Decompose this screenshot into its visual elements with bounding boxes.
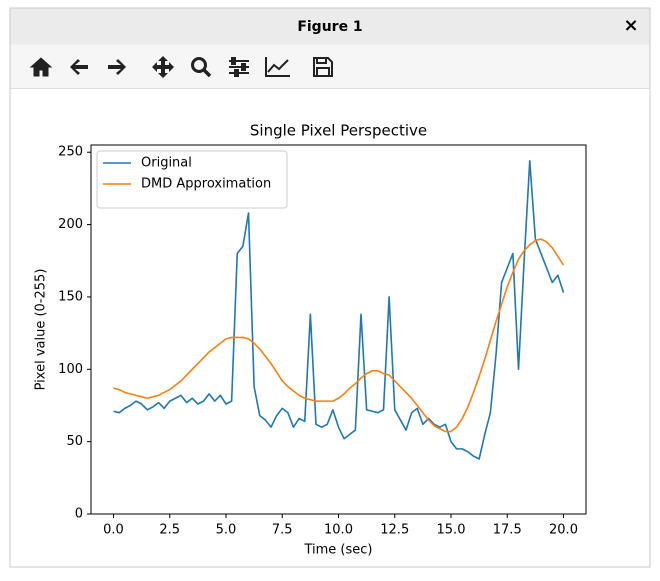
forward-button[interactable] <box>108 59 126 75</box>
zoom-button[interactable] <box>191 57 212 78</box>
pan-button[interactable] <box>152 56 174 78</box>
plot-frame <box>90 144 587 515</box>
back-button[interactable] <box>70 59 88 75</box>
legend-label: DMD Approximation <box>141 177 271 192</box>
legend <box>96 150 288 209</box>
home-button[interactable] <box>29 57 53 77</box>
configure-button[interactable] <box>229 57 249 77</box>
x-tick-label: 2.5 <box>159 523 180 538</box>
x-tick-label: 12.5 <box>380 523 409 538</box>
toolbar-icons <box>29 56 333 78</box>
y-axis-label: Pixel value (0-255) <box>34 269 49 391</box>
x-tick-label: 17.5 <box>493 523 522 538</box>
title-bar <box>10 8 650 45</box>
line-series <box>113 160 565 460</box>
x-tick-label: 15.0 <box>437 523 466 538</box>
y-tick-label: 50 <box>66 434 83 449</box>
toolbar <box>10 44 650 89</box>
x-tick-label: 0.0 <box>103 523 124 538</box>
x-tick-label: 10.0 <box>324 523 353 538</box>
axes-button[interactable] <box>265 57 290 77</box>
window-frame <box>9 7 651 568</box>
x-tick-label: 5.0 <box>216 523 237 538</box>
x-axis-label: Time (sec) <box>303 543 372 558</box>
legend-label: Original <box>141 156 192 171</box>
y-tick-label: 200 <box>58 217 83 232</box>
y-tick-label: 150 <box>58 289 83 304</box>
window-title: Figure 1 <box>297 19 362 35</box>
close-button[interactable]: × <box>623 15 638 36</box>
y-tick-label: 0 <box>75 507 83 522</box>
line-series <box>113 238 565 433</box>
y-tick-label: 100 <box>58 362 83 377</box>
x-tick-label: 7.5 <box>272 523 293 538</box>
y-tick-label: 250 <box>58 145 83 160</box>
x-tick-label: 20.0 <box>549 523 578 538</box>
chart-title: Single Pixel Perspective <box>250 122 427 140</box>
save-button[interactable] <box>313 57 333 77</box>
